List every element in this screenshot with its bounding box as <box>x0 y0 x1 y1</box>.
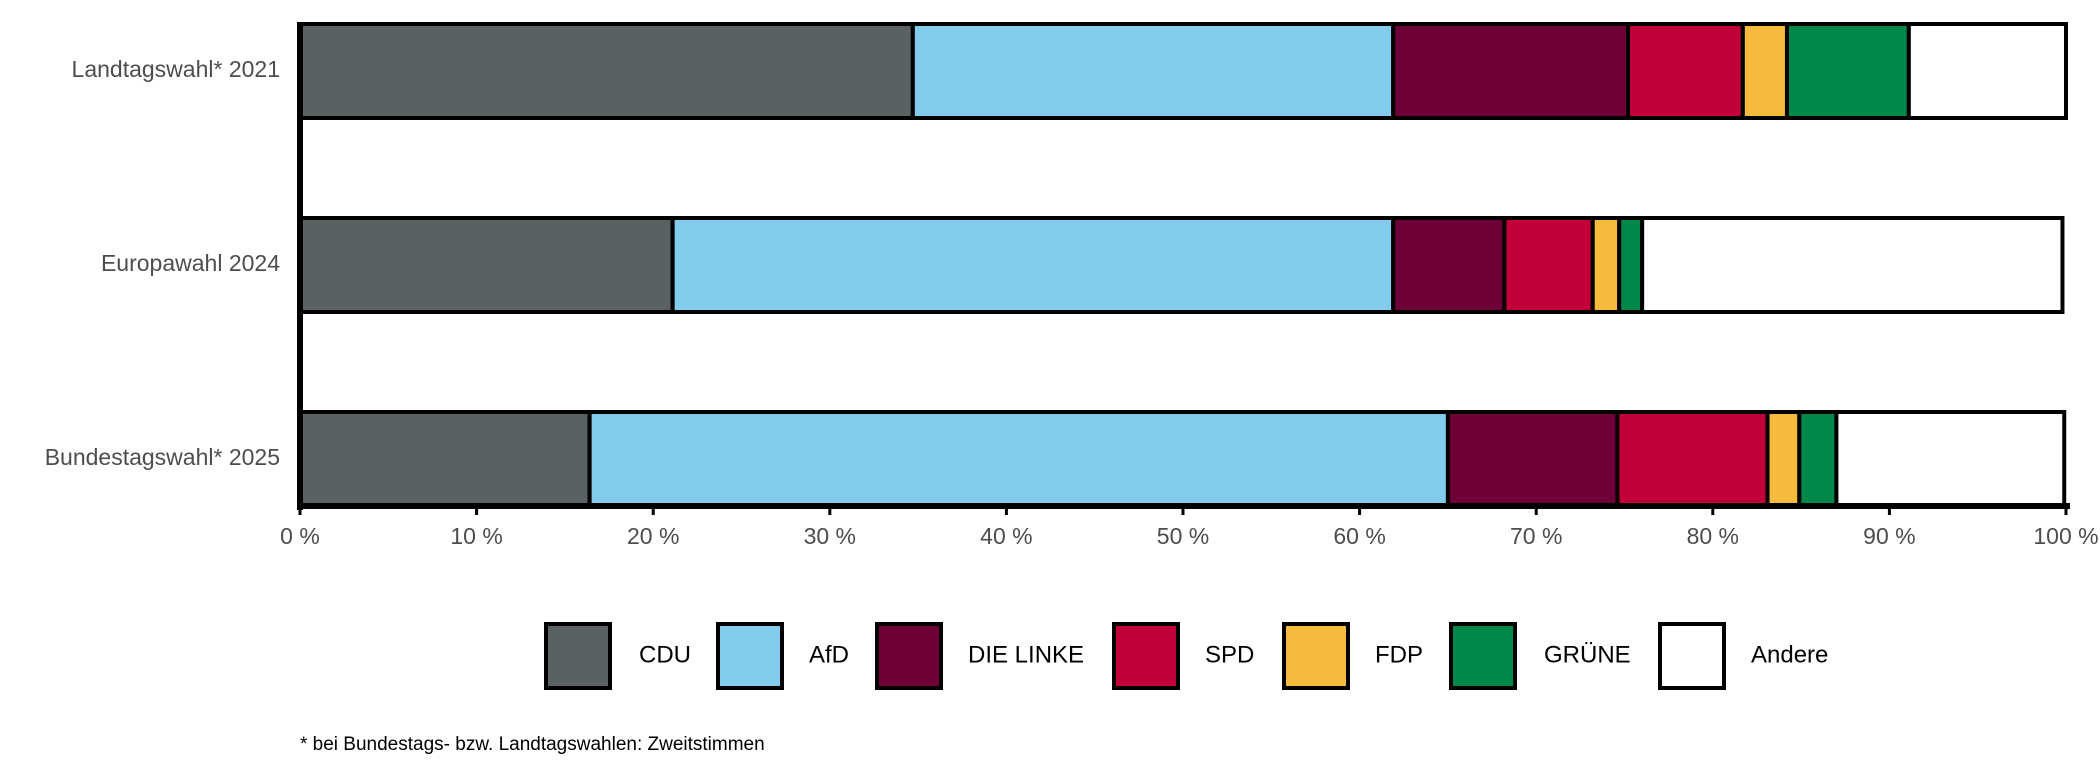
legend-swatch <box>544 622 612 690</box>
x-tick-label: 0 % <box>280 523 320 549</box>
x-tick-label: 50 % <box>1157 523 1209 549</box>
legend-label: FDP <box>1375 641 1423 668</box>
x-tick-label: 60 % <box>1333 523 1385 549</box>
legend-swatch <box>716 622 784 690</box>
bar-segment <box>1626 22 1745 120</box>
bar-segment <box>1445 410 1620 508</box>
bar-segment <box>1784 22 1911 120</box>
bar-segment <box>1765 410 1802 508</box>
bar-segment <box>910 22 1396 120</box>
x-tick-label: 70 % <box>1510 523 1562 549</box>
x-tick-label: 20 % <box>627 523 679 549</box>
x-tick-label: 100 % <box>2033 523 2098 549</box>
legend-label: GRÜNE <box>1544 641 1631 668</box>
legend-swatch <box>1112 622 1180 690</box>
bar-segment <box>1391 22 1631 120</box>
bar-segment <box>1797 410 1839 508</box>
legend-label: DIE LINKE <box>968 641 1084 668</box>
bar-segment <box>1391 216 1507 314</box>
bar-segment <box>670 216 1396 314</box>
legend-swatch <box>1658 622 1726 690</box>
bar-segment <box>587 410 1450 508</box>
y-tick-label: Landtagswahl* 2021 <box>72 56 280 82</box>
x-tick-label: 90 % <box>1863 523 1915 549</box>
bar-segment <box>1590 216 1622 314</box>
bar-segment <box>1834 410 2067 508</box>
legend-label: AfD <box>809 641 849 668</box>
legend-label: SPD <box>1205 641 1254 668</box>
bar-segment <box>1740 22 1789 120</box>
bar-segment <box>1502 216 1595 314</box>
legend-swatch <box>1282 622 1350 690</box>
legend-swatch <box>875 622 943 690</box>
legend-label: Andere <box>1751 641 1828 668</box>
x-tick-label: 10 % <box>450 523 502 549</box>
bar-segment <box>298 22 915 120</box>
bar-segment <box>1617 216 1645 314</box>
y-tick-label: Europawahl 2024 <box>101 250 280 276</box>
legend-label: CDU <box>639 641 691 668</box>
x-tick-label: 30 % <box>804 523 856 549</box>
y-tick-label: Bundestagswahl* 2025 <box>45 444 280 470</box>
footnote: * bei Bundestags- bzw. Landtagswahlen: Z… <box>300 734 765 755</box>
bar-segment <box>298 410 592 508</box>
legend-swatch <box>1449 622 1517 690</box>
x-tick-label: 80 % <box>1687 523 1739 549</box>
bar-segment <box>1615 410 1770 508</box>
bar-segment <box>298 216 675 314</box>
bar-segment <box>1640 216 2065 314</box>
x-tick-label: 40 % <box>980 523 1032 549</box>
bar-segment <box>1906 22 2069 120</box>
